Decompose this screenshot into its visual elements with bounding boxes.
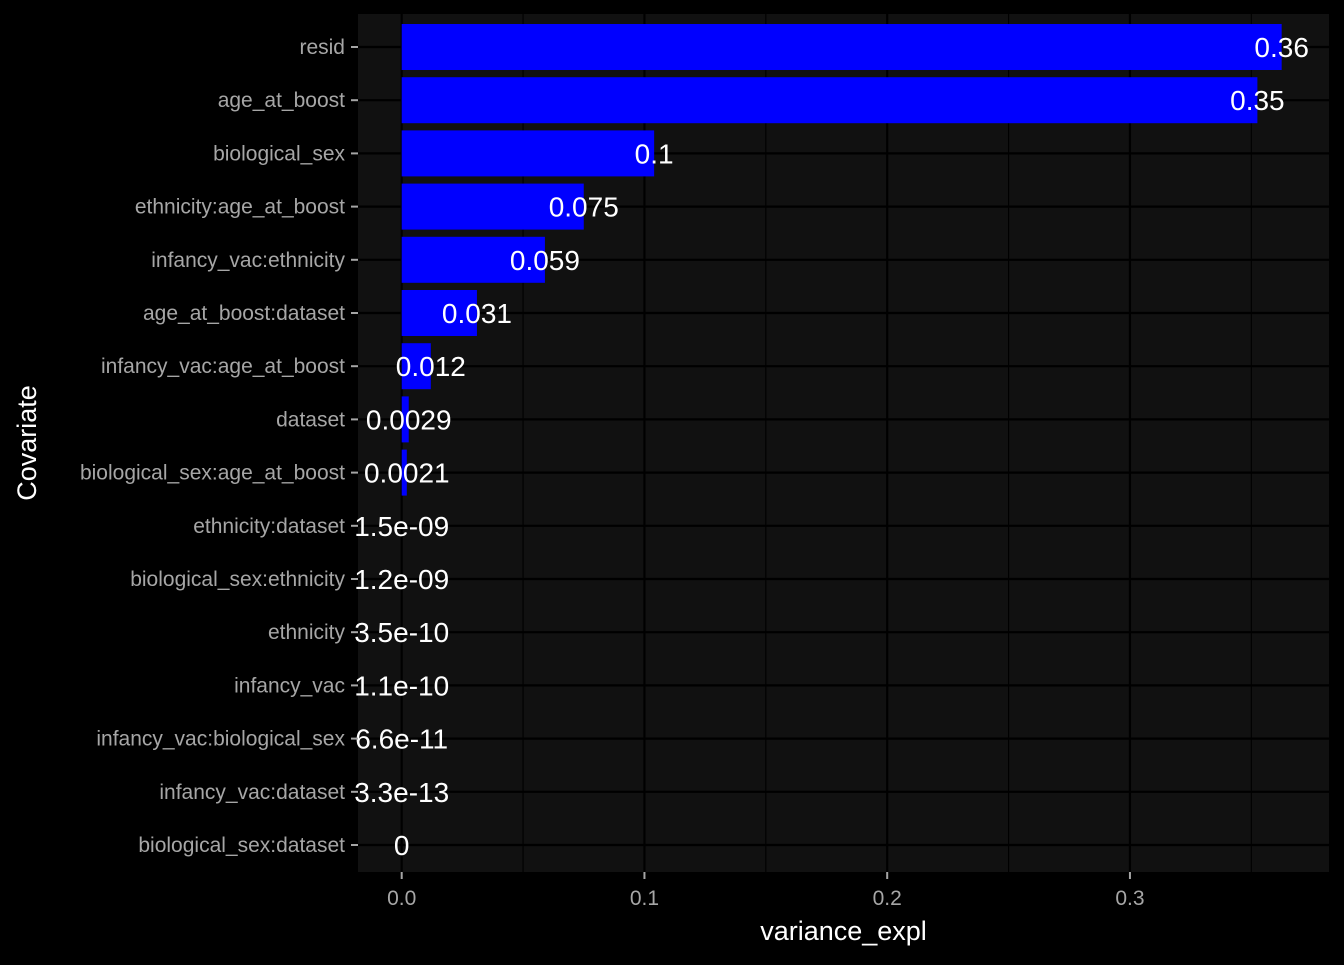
x-axis: 0.0 0.1 0.2 0.3: [387, 872, 1145, 910]
value-label: 0.0021: [364, 458, 450, 489]
bar: [401, 290, 477, 336]
y-tick-label: infancy_vac:biological_sex: [96, 728, 345, 751]
value-label: 6.6e-11: [355, 724, 448, 755]
x-tick-label: 0.0: [387, 887, 416, 910]
y-tick-label: ethnicity: [268, 621, 346, 644]
value-label: 0.0029: [366, 404, 452, 435]
y-tick-label: age_at_boost: [218, 89, 345, 112]
value-label: 0.1: [635, 138, 674, 169]
y-tick-label: infancy_vac:ethnicity: [151, 249, 345, 272]
x-tick-label: 0.2: [873, 887, 902, 910]
y-axis-title: Covariate: [12, 385, 42, 501]
bar: [401, 343, 431, 390]
bar: [401, 77, 1258, 124]
y-tick-label: biological_sex:dataset: [138, 834, 345, 857]
value-labels: 0.36 0.35 0.1 0.075 0.059 0.031 0.012 0.0029 0.0…: [354, 32, 1309, 861]
value-label: 1.2e-09: [354, 564, 449, 595]
bars: [401, 24, 1282, 496]
y-tick-label: biological_sex:age_at_boost: [80, 462, 345, 485]
bar: [401, 396, 409, 443]
value-label: 0.059: [510, 245, 580, 276]
value-label: 3.3e-13: [354, 777, 449, 808]
y-tick-label: dataset: [276, 408, 345, 431]
bar: [401, 449, 407, 496]
bar: [401, 236, 545, 283]
y-tick-label: infancy_vac:dataset: [159, 781, 345, 804]
bar: [401, 183, 584, 230]
x-tick-label: 0.3: [1115, 887, 1144, 910]
value-label: 3.5e-10: [354, 617, 449, 648]
value-label: 1.5e-09: [354, 511, 449, 542]
y-tick-label: age_at_boost:dataset: [143, 302, 345, 325]
bar: [401, 130, 655, 177]
value-label: 0.075: [549, 192, 619, 223]
y-tick-label: ethnicity:age_at_boost: [135, 196, 345, 219]
y-tick-label: biological_sex: [213, 142, 345, 165]
value-label: 1.1e-10: [354, 670, 449, 701]
y-tick-label: resid: [299, 36, 345, 59]
y-tick-label: infancy_vac:age_at_boost: [101, 355, 345, 378]
y-tick-label: ethnicity:dataset: [193, 515, 345, 538]
value-label: 0.36: [1254, 32, 1309, 63]
x-tick-label: 0.1: [630, 887, 659, 910]
bar: [401, 24, 1282, 70]
value-label: 0: [394, 830, 410, 861]
y-axis: resid age_at_boost biological_sex ethnicity…: [80, 36, 358, 857]
y-tick-label: infancy_vac: [234, 674, 345, 697]
x-axis-title: variance_expl: [760, 916, 927, 946]
value-label: 0.031: [442, 298, 512, 329]
value-label: 0.35: [1230, 85, 1285, 116]
y-tick-label: biological_sex:ethnicity: [130, 568, 345, 591]
value-label: 0.012: [396, 351, 466, 382]
